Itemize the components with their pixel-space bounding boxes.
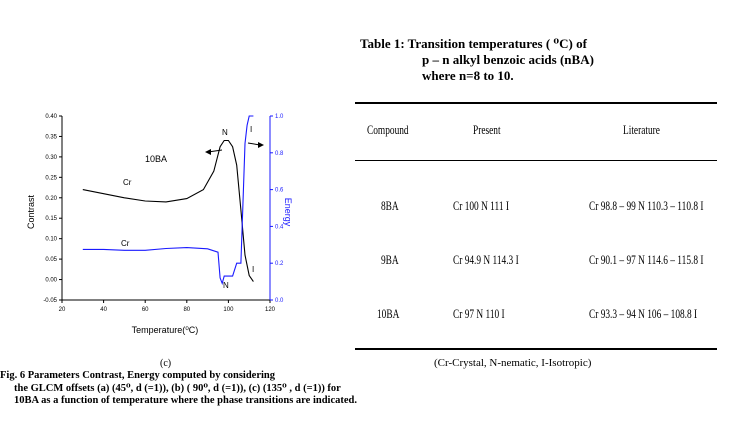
x-tick-label: 80 xyxy=(183,307,190,313)
table-top-rule xyxy=(355,102,717,104)
figure-sub-label: (c) xyxy=(160,358,172,369)
table-footnote: (Cr-Crystal, N-nematic, I-Isotropic) xyxy=(434,357,592,369)
left-axis-arrow xyxy=(205,149,223,155)
figure-caption-line1: Fig. 6 Parameters Contrast, Energy compu… xyxy=(0,370,276,381)
table-title-line1: Table 1: Transition temperatures ( ⁰C) o… xyxy=(360,36,587,51)
y-axis-label-contrast: Contrast xyxy=(26,194,36,229)
y-tick-label: 0.35 xyxy=(45,134,57,140)
series-energy-line xyxy=(82,115,254,286)
energy-cr-label: Cr xyxy=(121,239,130,248)
energy-i-label: I xyxy=(252,265,254,274)
table-bottom-rule xyxy=(355,348,717,350)
figure-caption-rest: the GLCM offsets (a) (45⁰, d (=1)), (b) … xyxy=(14,382,357,407)
y2-tick-label: 1.0 xyxy=(275,114,284,120)
x-tick-label: 100 xyxy=(223,307,234,313)
sample-label: 10BA xyxy=(145,154,167,164)
y-tick-label: 0.00 xyxy=(45,278,57,284)
row-8ba-literature: Cr 98.8 – 99 N 110.3 – 110.8 I xyxy=(589,198,704,213)
contrast-cr-label: Cr xyxy=(123,178,132,187)
y2-tick-label: 0.8 xyxy=(275,151,284,157)
x-tick-label: 120 xyxy=(265,307,276,313)
y2-axis-label-energy: Energy xyxy=(283,198,293,227)
y2-tick-label: 0.4 xyxy=(275,224,284,230)
y2-tick-label: 0.2 xyxy=(275,261,284,267)
row-9ba-literature: Cr 90.1 – 97 N 114.6 – 115.8 I xyxy=(589,252,704,267)
series-contrast-line xyxy=(82,139,254,282)
row-10ba-present: Cr 97 N 110 I xyxy=(453,306,505,321)
figure-caption: Fig. 6 Parameters Contrast, Energy compu… xyxy=(0,370,360,408)
table-title-line2: p – n alkyl benzoic acids (nBA) xyxy=(422,52,594,67)
y-tick-label: 0.10 xyxy=(45,237,57,243)
contrast-n-label: N xyxy=(222,128,228,137)
right-axis-arrow xyxy=(247,142,264,148)
row-8ba-compound: 8BA xyxy=(381,198,399,213)
header-literature: Literature xyxy=(623,122,660,137)
table-title: Table 1: Transition temperatures ( ⁰C) o… xyxy=(360,36,660,84)
table-header-rule xyxy=(355,160,717,161)
y-tick-label: 0.20 xyxy=(45,196,57,202)
y-tick-label: 0.05 xyxy=(45,257,57,263)
y2-tick-label: 0.0 xyxy=(275,298,284,304)
y-tick-label: -0.05 xyxy=(43,298,57,304)
x-tick-label: 60 xyxy=(142,307,149,313)
x-tick-label: 20 xyxy=(59,307,66,313)
table-title-line3: where n=8 to 10. xyxy=(422,68,514,83)
energy-n-label: N xyxy=(223,281,229,290)
header-compound: Compound xyxy=(367,122,409,137)
y-tick-label: 0.25 xyxy=(45,175,57,181)
y2-tick-label: 0.6 xyxy=(275,188,284,194)
y-tick-label: 0.30 xyxy=(45,155,57,161)
x-tick-label: 40 xyxy=(100,307,107,313)
row-10ba-compound: 10BA xyxy=(377,306,400,321)
y-tick-label: 0.15 xyxy=(45,216,57,222)
row-9ba-compound: 9BA xyxy=(381,252,399,267)
row-9ba-present: Cr 94.9 N 114.3 I xyxy=(453,252,519,267)
x-axis-label: Temperature(⁰C) xyxy=(132,325,199,335)
contrast-i-label: I xyxy=(250,125,252,134)
header-present: Present xyxy=(473,122,501,137)
contrast-energy-chart: 20 40 60 80 100 120 -0.05 0.00 0.05 0.10 0.15 0.20 0… xyxy=(26,114,293,335)
row-10ba-literature: Cr 93.3 – 94 N 106 – 108.8 I xyxy=(589,306,698,321)
row-8ba-present: Cr 100 N 111 I xyxy=(453,198,509,213)
y-tick-label: 0.40 xyxy=(45,114,57,120)
